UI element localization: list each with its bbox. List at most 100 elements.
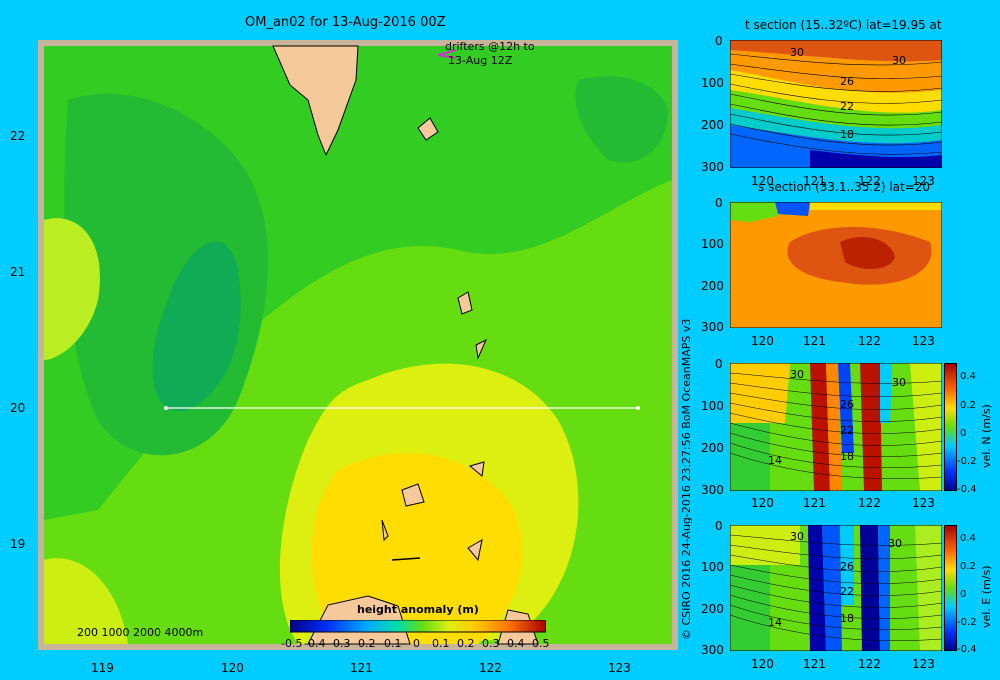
colorbar-tick: 0	[413, 637, 420, 650]
s-y-tick: 200	[701, 279, 724, 293]
map-y-tick: 19	[10, 537, 26, 551]
ve-cb-tick: -0.4	[957, 644, 977, 655]
colorbar-title: height anomaly (m)	[357, 603, 479, 616]
vn-x-tick: 123	[912, 496, 935, 510]
land-islet-d	[468, 461, 485, 477]
field-low-core	[152, 241, 241, 412]
land-islet-b	[457, 291, 473, 315]
map-x-tick: 122	[479, 661, 502, 675]
colorbar-tick: 0.2	[457, 637, 475, 650]
colorbar-tick: 0.5	[532, 637, 550, 650]
colorbar-tick: -0.2	[354, 637, 376, 650]
s-y-tick: 0	[715, 196, 723, 210]
ve-y-tick: 300	[701, 643, 724, 657]
s-x-tick: 122	[858, 334, 881, 348]
colorbar-tick: -0.5	[281, 637, 303, 650]
ve-contour-label: 14	[768, 616, 782, 629]
field-west-high	[44, 218, 100, 360]
colorbar-tick: -0.3	[329, 637, 351, 650]
vn-y-tick: 300	[701, 483, 724, 497]
t-y-tick: 300	[701, 160, 724, 174]
ve-x-tick: 121	[803, 657, 826, 671]
vn-cb-tick: -0.2	[957, 456, 977, 467]
ve-colorbar-label: vel. E (m/s)	[980, 565, 993, 628]
t-contour-label: 30	[790, 46, 804, 59]
s-y-tick: 300	[701, 320, 724, 334]
ve-contour-label: 30	[790, 530, 804, 543]
vn-y-tick: 200	[701, 441, 724, 455]
land-islet-c	[475, 338, 488, 360]
ve-x-tick: 122	[858, 657, 881, 671]
ve-contour-label: 22	[840, 585, 854, 598]
land-islet-g	[467, 539, 483, 562]
land-taiwan	[272, 45, 359, 157]
vn-y-tick: 0	[715, 357, 723, 371]
colorbar-tick: 0.4	[507, 637, 525, 650]
ve-x-tick: 123	[912, 657, 935, 671]
drifters-label-2: 13-Aug 12Z	[448, 54, 513, 67]
vn-contour-label: 26	[840, 398, 854, 411]
ve-cb-tick: 0.4	[960, 533, 976, 544]
t-contour-label: 26	[840, 75, 854, 88]
vn-x-tick: 120	[751, 496, 774, 510]
s-x-tick: 120	[751, 334, 774, 348]
ve-cb-tick: 0.2	[960, 561, 976, 572]
field-ne-lobe	[575, 76, 668, 163]
s-section-plot[interactable]	[730, 202, 942, 328]
s-y-tick: 100	[701, 237, 724, 251]
map-y-tick: 20	[10, 401, 26, 415]
vn-y-tick: 100	[701, 399, 724, 413]
map-y-tick: 22	[10, 129, 26, 143]
map-y-tick: 21	[10, 265, 26, 279]
drifters-label-1: drifters @12h to	[445, 40, 535, 53]
t-contour-label: 18	[840, 128, 854, 141]
vn-cb-tick: -0.4	[957, 484, 977, 495]
vn-cb-tick: 0.2	[960, 400, 976, 411]
ve-contour-label: 26	[840, 560, 854, 573]
vn-contour-label: 18	[840, 450, 854, 463]
section-start	[164, 406, 168, 410]
ve-contour-label: 18	[840, 612, 854, 625]
section-end	[636, 406, 640, 410]
land-islet-e	[401, 483, 425, 507]
map-title: OM_an02 for 13-Aug-2016 00Z	[245, 15, 446, 30]
ve-y-tick: 0	[715, 519, 723, 533]
t-y-tick: 0	[715, 34, 723, 48]
map-x-tick: 120	[221, 661, 244, 675]
colorbar-tick: -0.1	[380, 637, 402, 650]
t-y-tick: 200	[701, 118, 724, 132]
colorbar-tick: -0.4	[304, 637, 326, 650]
ve-cb-tick: -0.2	[957, 617, 977, 628]
t-contour-label: 30	[892, 54, 906, 67]
colorbar-tick: 0.1	[432, 637, 450, 650]
ve-section-plot[interactable]	[730, 525, 942, 651]
vn-colorbar-label: vel. N (m/s)	[980, 404, 993, 468]
main-map[interactable]	[38, 40, 678, 650]
field-sw-high	[44, 558, 128, 644]
vn-cb-tick: 0.4	[960, 371, 976, 382]
vn-section-plot[interactable]	[730, 363, 942, 491]
t-section-title: t section (15..32ºC) lat=19.95 at	[745, 18, 942, 32]
vn-contour-label: 30	[892, 376, 906, 389]
drifter-track	[437, 49, 457, 59]
vn-cb-tick: 0	[960, 428, 967, 439]
colorbar-tick: 0.3	[482, 637, 500, 650]
map-x-tick: 121	[350, 661, 373, 675]
vn-x-tick: 121	[803, 496, 826, 510]
land-islet-f	[381, 519, 389, 542]
field-south-core	[311, 453, 523, 644]
t-section-plot[interactable]	[730, 40, 942, 168]
s-x-tick: 121	[803, 334, 826, 348]
t-x-tick: 122	[858, 174, 881, 188]
ve-x-tick: 120	[751, 657, 774, 671]
s-x-tick: 123	[912, 334, 935, 348]
map-x-tick: 119	[91, 661, 114, 675]
ve-colorbar	[944, 525, 957, 651]
land-islet-h	[391, 557, 421, 561]
t-x-tick: 121	[803, 174, 826, 188]
ve-cb-tick: 0	[960, 589, 967, 600]
t-x-tick: 120	[751, 174, 774, 188]
height-colorbar	[290, 620, 546, 633]
map-x-tick: 123	[608, 661, 631, 675]
s-section-title: s section (33.1..35.2) lat=20	[758, 180, 931, 194]
